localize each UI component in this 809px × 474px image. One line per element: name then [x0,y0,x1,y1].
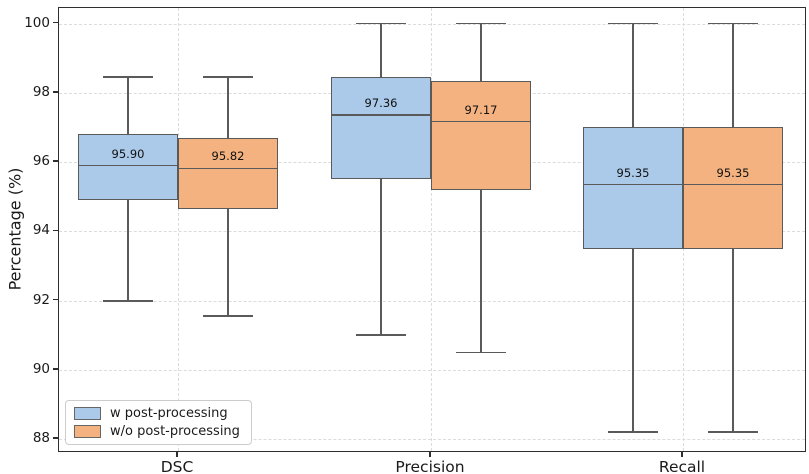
box-recall-w-post [583,127,683,249]
median-line-recall-w-post [584,183,682,186]
whisker-upper-recall-w-post [632,23,634,128]
whisker-cap-low-dsc-w-post [103,299,153,302]
y-tick-label: 90 [32,360,50,377]
whisker-lower-dsc-w-post [127,200,129,301]
median-value-precision-w-post: 97.36 [364,96,398,110]
median-value-recall-w-post: 95.35 [616,165,650,180]
median-value-precision-wo-post: 97.17 [464,102,498,117]
whisker-lower-dsc-wo-post [227,208,229,317]
whisker-cap-high-precision-w-post [356,22,406,25]
whisker-cap-low-dsc-wo-post [203,315,253,318]
legend-swatch [74,407,101,420]
median-value-dsc-w-post: 95.90 [111,146,145,161]
legend: w post-processing w/o post-processing [65,400,252,445]
y-axis-tick [53,437,58,439]
gridline-vertical [431,8,432,451]
whisker-cap-high-dsc-w-post [103,76,153,79]
whisker-cap-low-precision-w-post [356,334,406,337]
y-tick-label: 88 [32,430,50,447]
y-axis-tick [53,21,58,24]
gridline-horizontal [59,231,805,233]
gridline-horizontal [59,300,805,302]
y-axis-tick [53,368,58,370]
whisker-upper-dsc-w-post [127,77,129,135]
whisker-cap-high-precision-wo-post [456,22,506,25]
median-value-recall-wo-post: 95.35 [716,165,750,180]
whisker-upper-recall-wo-post [732,23,734,128]
x-axis-tick [176,452,178,457]
median-line-dsc-wo-post [179,167,277,170]
plot-area: w post-processing w/o post-processing 95… [58,7,806,452]
whisker-cap-low-recall-w-post [608,431,658,434]
whisker-lower-precision-wo-post [480,189,482,353]
x-tick-label-recall: Recall [658,458,706,474]
box-recall-wo-post [683,127,783,249]
whisker-upper-dsc-wo-post [227,77,229,138]
whisker-cap-low-precision-wo-post [456,351,506,354]
box-dsc-wo-post [178,137,278,209]
gridline-horizontal [59,23,805,25]
box-dsc-w-post [78,134,178,201]
whisker-cap-low-recall-wo-post [708,431,758,434]
y-tick-label: 98 [32,83,50,100]
gridline-horizontal [59,369,805,371]
y-tick-label: 100 [24,14,50,31]
whisker-lower-recall-wo-post [732,248,734,433]
x-axis-tick [429,452,431,457]
legend-label: w post-processing [110,406,228,421]
x-tick-label-precision: Precision [395,458,465,474]
median-line-precision-w-post [332,114,430,116]
median-line-dsc-w-post [79,164,177,167]
x-axis-tick [681,452,683,457]
gridline-vertical [178,8,179,451]
legend-item: w post-processing [74,406,240,421]
box-precision-wo-post [431,80,531,190]
whisker-upper-precision-w-post [380,23,382,78]
whisker-cap-high-dsc-wo-post [203,76,253,79]
x-tick-label-dsc: DSC [160,458,194,474]
y-axis-tick [53,229,58,232]
median-line-precision-wo-post [432,120,530,123]
legend-item: w/o post-processing [74,424,240,439]
box-precision-w-post [331,77,431,180]
whisker-upper-precision-wo-post [480,23,482,81]
median-value-dsc-wo-post: 95.82 [211,149,245,164]
y-axis-tick [53,298,58,301]
whisker-cap-high-recall-w-post [608,22,658,25]
y-tick-label: 96 [32,153,50,170]
y-tick-label: 94 [32,222,50,239]
y-axis-tick [53,91,58,93]
whisker-lower-precision-w-post [380,179,382,336]
whisker-lower-recall-w-post [632,248,634,433]
y-tick-label: 92 [32,291,50,308]
legend-swatch [74,425,101,438]
whisker-cap-high-recall-wo-post [708,22,758,25]
legend-label: w/o post-processing [110,424,240,439]
gridline-horizontal [59,439,805,441]
median-line-recall-wo-post [684,183,782,186]
y-axis-tick [53,160,58,162]
